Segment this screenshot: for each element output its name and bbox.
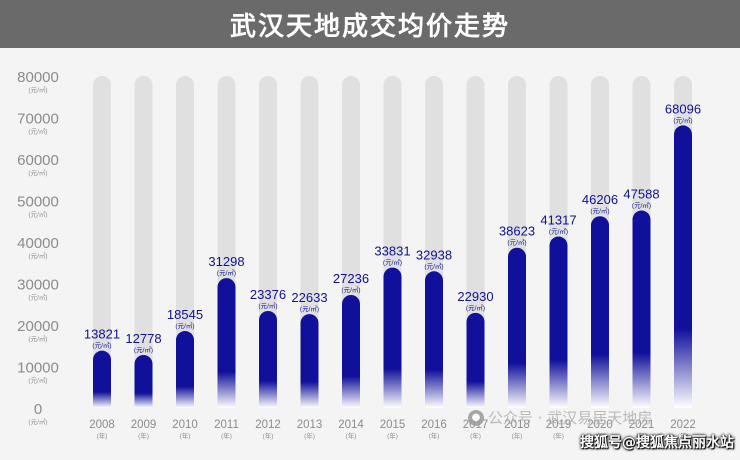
y-tick-label: 50000 — [17, 194, 59, 211]
x-tick-label: 2008 — [89, 419, 115, 431]
bar — [674, 125, 692, 408]
bar-chart: 0(元/㎡)10000(元/㎡)20000(元/㎡)30000(元/㎡)4000… — [0, 48, 740, 456]
source-credit: 搜狐号@搜狐焦点丽水站 — [580, 432, 734, 452]
y-unit-label: (元/㎡) — [28, 334, 47, 343]
data-unit-label: (元/㎡) — [175, 321, 194, 330]
y-tick-label: 0 — [34, 401, 42, 418]
y-tick-label: 40000 — [17, 235, 59, 252]
watermark: ● 公众号 · 武汉易居天地房 — [468, 407, 652, 428]
y-tick-label: 70000 — [17, 111, 59, 128]
data-label: 27236 — [333, 271, 369, 286]
data-label: 23376 — [250, 287, 286, 302]
bar — [135, 355, 153, 408]
x-tick-label: 2014 — [338, 419, 364, 431]
y-unit-label: (元/㎡) — [28, 85, 47, 94]
y-unit-label: (元/㎡) — [28, 251, 47, 260]
data-unit-label: (元/㎡) — [466, 303, 485, 312]
bar — [550, 237, 568, 408]
data-unit-label: (元/㎡) — [258, 301, 277, 310]
x-tick-label: 2011 — [214, 419, 239, 431]
bar — [218, 278, 236, 408]
y-tick-label: 80000 — [17, 69, 59, 86]
data-label: 68096 — [665, 101, 701, 116]
x-tick-label: 2016 — [421, 419, 447, 431]
y-unit-label: (元/㎡) — [28, 417, 47, 426]
x-unit-label: (年) — [304, 431, 315, 440]
data-label: 22633 — [291, 290, 327, 305]
data-label: 47588 — [623, 187, 659, 202]
x-unit-label: (年) — [180, 431, 191, 440]
data-label: 33831 — [374, 244, 410, 259]
wechat-icon: ● — [468, 410, 484, 426]
data-label: 13821 — [84, 327, 120, 342]
bar — [591, 216, 609, 408]
data-label: 32938 — [416, 247, 452, 262]
x-tick-label: 2009 — [131, 419, 157, 431]
y-tick-label: 60000 — [17, 152, 59, 169]
bar — [342, 295, 360, 408]
bar — [93, 351, 111, 408]
data-unit-label: (元/㎡) — [341, 285, 360, 294]
x-unit-label: (年) — [387, 431, 398, 440]
title-banner: 武汉天地成交均价走势 — [0, 0, 740, 48]
data-unit-label: (元/㎡) — [134, 345, 153, 354]
x-unit-label: (年) — [470, 431, 481, 440]
data-label: 18545 — [167, 307, 203, 322]
y-unit-label: (元/㎡) — [28, 293, 47, 302]
data-unit-label: (元/㎡) — [383, 258, 402, 267]
x-tick-label: 2012 — [255, 419, 281, 431]
bar — [633, 211, 651, 408]
data-label: 38623 — [499, 224, 535, 239]
data-label: 12778 — [125, 331, 161, 346]
data-unit-label: (元/㎡) — [424, 261, 443, 270]
x-unit-label: (年) — [346, 431, 357, 440]
y-tick-label: 10000 — [17, 360, 59, 377]
x-unit-label: (年) — [263, 431, 274, 440]
bar — [176, 331, 194, 408]
data-unit-label: (元/㎡) — [632, 201, 651, 210]
y-unit-label: (元/㎡) — [28, 376, 47, 385]
x-tick-label: 2015 — [380, 419, 406, 431]
data-label: 22930 — [457, 289, 493, 304]
x-tick-label: 2010 — [172, 419, 198, 431]
y-unit-label: (元/㎡) — [28, 127, 47, 136]
data-label: 46206 — [582, 192, 618, 207]
data-unit-label: (元/㎡) — [549, 227, 568, 236]
x-unit-label: (年) — [553, 431, 564, 440]
x-unit-label: (年) — [138, 431, 149, 440]
watermark-text: 公众号 · 武汉易居天地房 — [488, 407, 652, 428]
data-unit-label: (元/㎡) — [92, 341, 111, 350]
data-unit-label: (元/㎡) — [217, 268, 236, 277]
y-tick-label: 30000 — [17, 277, 59, 294]
y-tick-label: 20000 — [17, 318, 59, 335]
chart-title: 武汉天地成交均价走势 — [230, 6, 510, 43]
data-unit-label: (元/㎡) — [590, 206, 609, 215]
data-unit-label: (元/㎡) — [507, 238, 526, 247]
chart-area: 0(元/㎡)10000(元/㎡)20000(元/㎡)30000(元/㎡)4000… — [0, 48, 740, 456]
x-unit-label: (年) — [429, 431, 440, 440]
bar — [508, 248, 526, 408]
y-unit-label: (元/㎡) — [28, 210, 47, 219]
data-unit-label: (元/㎡) — [673, 115, 692, 124]
x-unit-label: (年) — [97, 431, 108, 440]
x-tick-label: 2013 — [297, 419, 323, 431]
x-tick-label: 2022 — [670, 419, 696, 431]
x-unit-label: (年) — [512, 431, 523, 440]
data-unit-label: (元/㎡) — [300, 304, 319, 313]
bar — [467, 313, 485, 408]
bar — [384, 268, 402, 408]
data-label: 31298 — [208, 254, 244, 269]
x-unit-label: (年) — [221, 431, 232, 440]
y-unit-label: (元/㎡) — [28, 168, 47, 177]
bar — [301, 314, 319, 408]
data-label: 41317 — [540, 213, 576, 228]
bar — [259, 311, 277, 408]
bar — [425, 271, 443, 408]
